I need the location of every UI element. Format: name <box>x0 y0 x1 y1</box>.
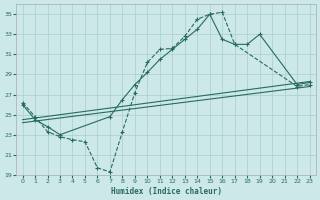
X-axis label: Humidex (Indice chaleur): Humidex (Indice chaleur) <box>111 187 221 196</box>
